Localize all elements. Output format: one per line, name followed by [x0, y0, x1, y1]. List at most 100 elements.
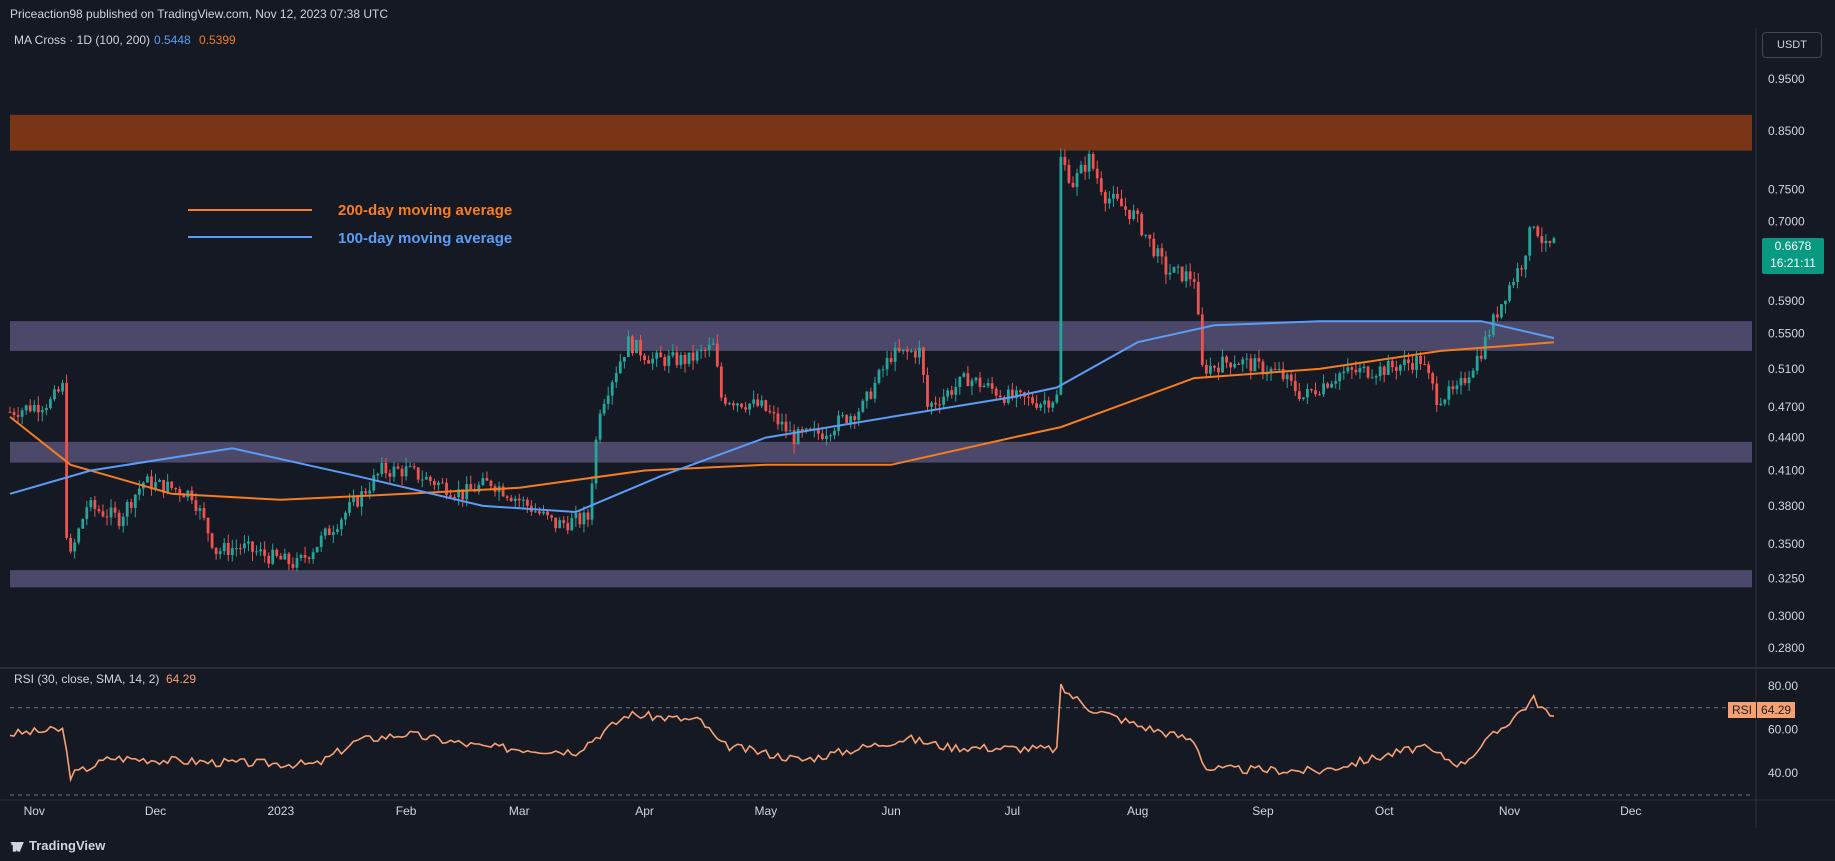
candle: [1338, 371, 1342, 390]
candle: [930, 401, 933, 415]
candle: [1116, 186, 1119, 201]
candle: [441, 477, 444, 484]
candle: [1471, 367, 1475, 379]
candle: [998, 389, 1002, 399]
tradingview-logo-icon: [10, 841, 24, 852]
candle: [877, 368, 881, 385]
candle: [651, 352, 655, 371]
candle-body: [380, 463, 384, 474]
candle-body: [732, 403, 735, 406]
candle-body: [1043, 400, 1047, 405]
candle: [1516, 262, 1519, 289]
candle-body: [255, 551, 258, 553]
candle: [869, 387, 873, 400]
tradingview-logo[interactable]: TradingView: [10, 838, 105, 853]
candle-body: [893, 347, 897, 362]
candle-body: [1172, 266, 1176, 273]
ma100-value: 0.5448: [154, 33, 191, 47]
candle: [133, 493, 137, 518]
candle-body: [1204, 364, 1208, 374]
candle: [1124, 197, 1127, 217]
candle-body: [748, 403, 752, 410]
time-axis[interactable]: Nov Dec 2023 Feb Mar Apr May Jun Jul Aug Sep Oct Nov…: [24, 804, 1642, 818]
candle-body: [1532, 226, 1536, 228]
candle: [1249, 353, 1253, 380]
candle: [1213, 365, 1216, 372]
candle: [109, 499, 113, 526]
candle-body: [1338, 373, 1342, 382]
candle: [950, 385, 954, 399]
candle-body: [550, 515, 553, 518]
candle: [1285, 372, 1289, 388]
candle: [198, 505, 202, 520]
time-tick-label: Nov: [1499, 804, 1520, 818]
candle: [360, 485, 364, 516]
ma100-line: [9, 320, 1555, 514]
candle: [837, 410, 840, 436]
candle: [905, 346, 909, 360]
candle: [994, 386, 998, 400]
candle-body: [1326, 383, 1330, 388]
candle: [1382, 364, 1386, 383]
candle-body: [194, 500, 198, 511]
candle: [631, 334, 634, 356]
candle-body: [109, 507, 113, 518]
candle-body: [57, 389, 60, 392]
candle-body: [534, 511, 537, 513]
candle: [1002, 395, 1006, 406]
candle-body: [525, 499, 529, 506]
price-tick-label: 0.3000: [1768, 609, 1805, 623]
candle-body: [1330, 383, 1334, 388]
candle: [1301, 397, 1305, 401]
time-tick-label: Apr: [635, 804, 654, 818]
candle-body: [368, 490, 372, 494]
candle-body: [218, 551, 222, 555]
candle-body: [428, 476, 432, 481]
candle-body: [275, 549, 279, 556]
candle-body: [1451, 386, 1455, 390]
candle-body: [917, 347, 921, 358]
candle: [1306, 383, 1309, 405]
candle-body: [125, 502, 129, 517]
candle-body: [1265, 373, 1269, 375]
candle-body: [20, 410, 24, 417]
candle: [586, 508, 590, 528]
candle-body: [1144, 234, 1148, 236]
candle-body: [85, 507, 89, 520]
price-axis[interactable]: 0.9500 0.8500 0.7500 0.7000 0.5900 0.5500 0.51…: [1768, 72, 1805, 655]
candle: [275, 548, 279, 558]
candle: [267, 552, 271, 569]
candle: [1128, 209, 1131, 225]
rsi-tick-label: 80.00: [1768, 679, 1798, 693]
candle: [44, 404, 48, 416]
rsi-label: RSI (30, close, SMA, 14, 2): [14, 672, 159, 686]
candle-body: [1403, 359, 1406, 366]
ma200-value: 0.5399: [199, 33, 236, 47]
candle: [865, 390, 869, 409]
candle: [513, 495, 517, 509]
candle: [990, 376, 994, 394]
candle: [1362, 362, 1366, 373]
candle: [1229, 362, 1233, 376]
candle-body: [1055, 394, 1059, 403]
candle-body: [222, 542, 226, 552]
currency-button[interactable]: USDT: [1762, 32, 1822, 58]
candle-body: [501, 486, 505, 497]
candle-body: [695, 351, 699, 361]
candle-body: [356, 496, 359, 507]
candle: [319, 531, 323, 553]
candle: [635, 339, 638, 354]
candle-body: [404, 466, 408, 477]
price-tick-label: 0.4100: [1768, 463, 1805, 477]
candle-body: [1148, 234, 1152, 239]
candle: [1055, 389, 1059, 405]
candle: [271, 543, 275, 566]
candle-body: [760, 400, 764, 406]
rsi-value-tag: RSI 64.29: [1728, 702, 1796, 718]
candle-body: [1411, 363, 1414, 370]
candle-body: [728, 403, 731, 405]
candle: [885, 350, 889, 376]
candle-body: [1536, 226, 1540, 237]
candle: [853, 413, 857, 429]
